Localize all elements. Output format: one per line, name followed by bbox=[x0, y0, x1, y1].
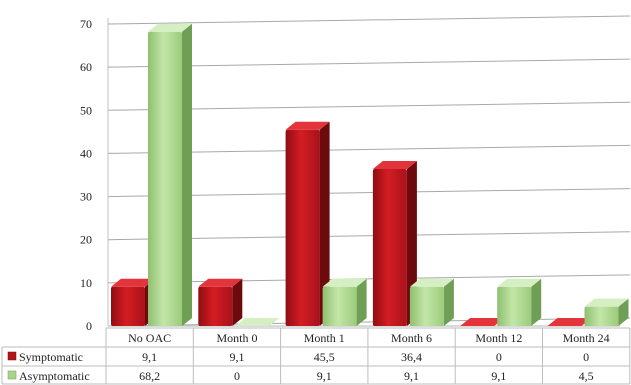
gridline bbox=[107, 188, 631, 198]
y-tick-label: 60 bbox=[80, 60, 92, 74]
category-label: Month 6 bbox=[391, 331, 432, 345]
category-label: Month 0 bbox=[216, 331, 257, 345]
bar-symptomatic bbox=[285, 121, 330, 326]
data-cell: 45,5 bbox=[314, 350, 335, 364]
data-cell: 9,1 bbox=[142, 350, 157, 364]
gridlines bbox=[107, 15, 631, 327]
y-axis: 0 10 20 30 40 50 60 70 bbox=[80, 17, 92, 333]
y-tick-label: 70 bbox=[80, 17, 92, 31]
y-tick-label: 10 bbox=[80, 276, 92, 290]
gridline bbox=[107, 58, 631, 68]
category-label: No OAC bbox=[128, 331, 171, 345]
y-tick-label: 50 bbox=[80, 103, 92, 117]
category-label: Month 1 bbox=[304, 331, 345, 345]
gridline bbox=[107, 15, 631, 25]
y-tick-label: 20 bbox=[80, 233, 92, 247]
bar-asymptomatic bbox=[497, 278, 542, 326]
bar-asymptomatic bbox=[148, 23, 192, 326]
bar-symptomatic bbox=[198, 278, 243, 326]
gridline bbox=[107, 101, 631, 111]
gridline bbox=[107, 231, 631, 241]
bar-asymptomatic bbox=[235, 318, 280, 326]
bars bbox=[111, 23, 629, 326]
y-tick-label: 30 bbox=[80, 190, 92, 204]
data-cell: 9,1 bbox=[491, 369, 506, 383]
series-name: Asymptomatic bbox=[19, 369, 90, 383]
data-cell: 0 bbox=[234, 369, 240, 383]
bar-symptomatic bbox=[460, 318, 505, 326]
bar-asymptomatic bbox=[409, 278, 454, 326]
y-tick-label: 40 bbox=[80, 146, 92, 160]
bar-asymptomatic bbox=[322, 278, 367, 326]
gridline bbox=[107, 274, 631, 284]
data-cell: 9,1 bbox=[317, 369, 332, 383]
data-cell: 0 bbox=[583, 350, 589, 364]
data-cell: 9,1 bbox=[404, 369, 419, 383]
category-label: Month 24 bbox=[563, 331, 610, 345]
gridline bbox=[107, 317, 631, 327]
legend-swatch-asymptomatic bbox=[7, 370, 17, 380]
bar-symptomatic bbox=[547, 318, 592, 326]
gridline bbox=[107, 144, 631, 154]
y-tick-label: 0 bbox=[86, 319, 92, 333]
bar-asymptomatic bbox=[584, 298, 629, 326]
data-table: No OAC Month 0 Month 1 Month 6 Month 12 Month… bbox=[1, 327, 631, 385]
series-name: Symptomatic bbox=[19, 350, 83, 364]
category-label: Month 12 bbox=[475, 331, 522, 345]
data-cell: 68,2 bbox=[139, 369, 160, 383]
data-cell: 36,4 bbox=[401, 350, 422, 364]
data-cell: 4,5 bbox=[579, 369, 594, 383]
data-cell: 9,1 bbox=[229, 350, 244, 364]
data-cell: 0 bbox=[496, 350, 502, 364]
legend-swatch-symptomatic bbox=[7, 351, 17, 361]
